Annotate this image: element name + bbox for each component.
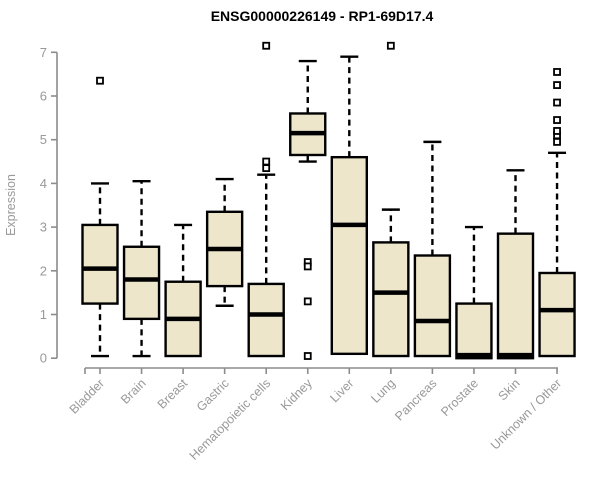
outlier-point xyxy=(303,297,312,306)
y-tick-label: 1 xyxy=(40,307,47,322)
outlier-point xyxy=(553,98,561,107)
outlier-point xyxy=(553,137,561,146)
plot-area: 0 1 2 3 4 5 6 7 Bladder Brain Breast GastricHematop… xyxy=(40,41,576,463)
outlier-point xyxy=(386,41,395,50)
outlier-point xyxy=(553,127,561,135)
outlier-point xyxy=(553,81,561,89)
iqr-box xyxy=(455,302,493,360)
iqr-box xyxy=(81,223,119,305)
y-tick-label: 4 xyxy=(40,176,47,191)
iqr-box xyxy=(122,245,161,321)
y-tick-label: 0 xyxy=(40,351,47,366)
outlier-point xyxy=(303,262,312,271)
iqr-box xyxy=(330,155,368,356)
outlier-point xyxy=(262,41,271,50)
x-category-label: Lung xyxy=(368,376,398,406)
x-category-label: Gastric xyxy=(194,376,232,414)
x-category-label: Liver xyxy=(327,376,356,405)
y-tick-label: 7 xyxy=(40,45,47,60)
iqr-box xyxy=(247,282,285,358)
outlier-point xyxy=(553,116,561,124)
iqr-box xyxy=(496,232,535,360)
y-tick-label: 2 xyxy=(40,263,47,278)
x-category-label: Hematopoietic cells xyxy=(187,376,274,463)
x-category-label: Bladder xyxy=(67,376,107,416)
y-axis-title: Expression xyxy=(4,174,18,236)
outlier-point xyxy=(262,164,271,173)
x-category-label: Skin xyxy=(496,376,523,403)
iqr-box xyxy=(372,241,410,358)
iqr-box xyxy=(413,254,452,358)
outlier-point xyxy=(553,68,561,76)
y-tick-label: 5 xyxy=(40,132,47,147)
x-category-label: Breast xyxy=(155,376,191,412)
x-category-label: Kidney xyxy=(278,376,315,413)
x-category-label: Pancreas xyxy=(392,376,439,423)
y-tick-label: 3 xyxy=(40,220,47,235)
chart-title: ENSG00000226149 - RP1-69D17.4 xyxy=(211,8,434,24)
outlier-point xyxy=(262,157,271,166)
outlier-point xyxy=(303,352,312,360)
y-tick-label: 6 xyxy=(40,89,47,104)
x-category-label: Prostate xyxy=(438,376,481,419)
x-category-label: Unknown / Other xyxy=(488,376,564,452)
outlier-point xyxy=(96,76,104,85)
iqr-box xyxy=(538,271,576,358)
x-category-label: Brain xyxy=(118,376,149,407)
